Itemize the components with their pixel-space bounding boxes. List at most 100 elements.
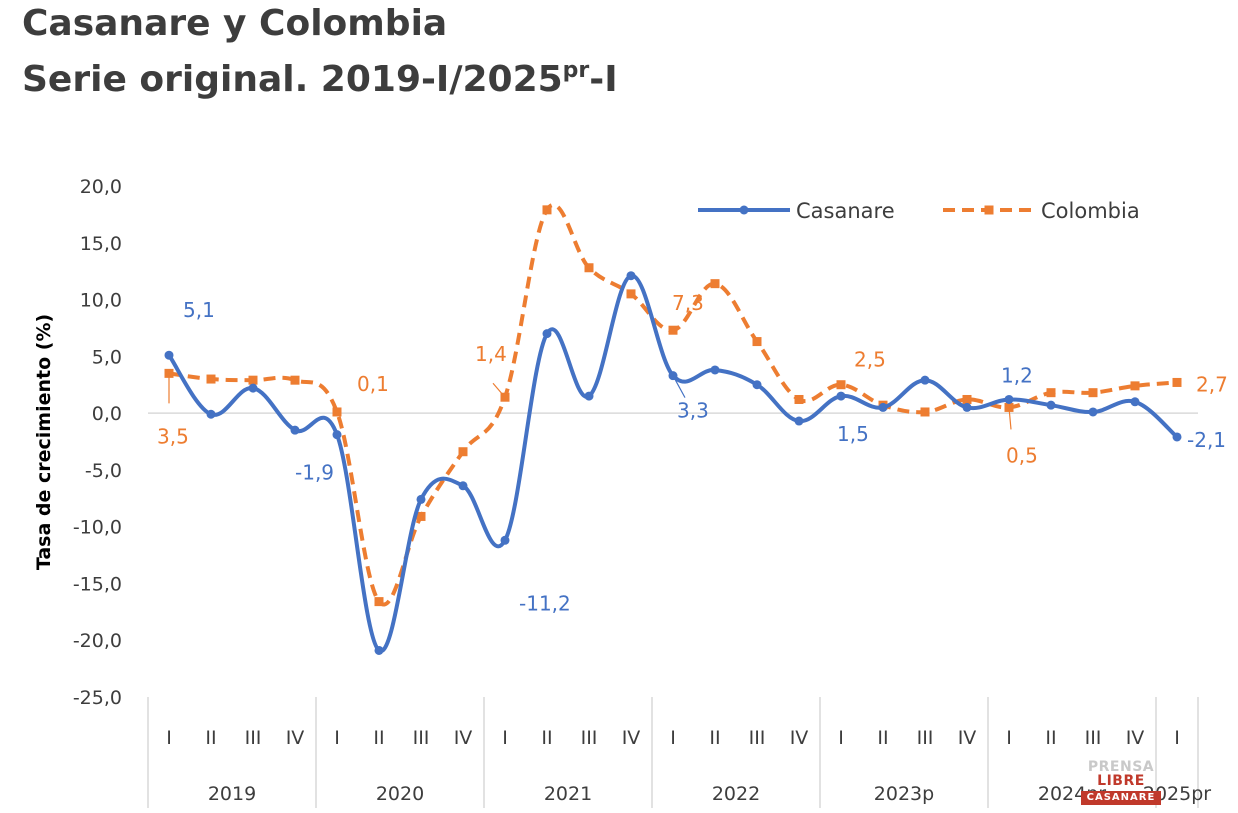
data-point-casanare [794,416,804,426]
data-point-colombia [206,374,216,384]
data-point-colombia [584,263,594,273]
data-point-casanare [542,329,552,339]
data-point-colombia [836,380,846,390]
series-line-colombia [168,203,1178,607]
quarter-label: II [205,727,216,749]
data-point-casanare [920,375,930,385]
y-tick-label: -15,0 [73,573,122,595]
quarter-label: III [749,727,766,749]
year-label: 2023p [874,783,934,805]
y-tick-label: -20,0 [73,630,122,652]
watermark-word-1: PRENSA [1087,759,1155,775]
quarter-label: I [1174,727,1180,749]
data-label-leader [1008,395,1012,400]
quarter-label: I [670,727,676,749]
data-point-colombia [1172,377,1182,387]
y-tick-label: -25,0 [73,687,122,709]
data-point-casanare [332,430,342,440]
legend-label-casanare: Casanare [796,199,895,223]
quarter-label: IV [958,727,977,749]
legend-label-colombia: Colombia [1041,199,1140,223]
data-label-casanare: -11,2 [519,591,571,615]
data-point-casanare [500,535,510,545]
quarter-label: III [413,727,430,749]
data-point-casanare [710,365,720,375]
subtitle-superscript: pr [562,58,590,83]
data-point-casanare [458,481,468,491]
watermark-word-3: CASANARE [1080,791,1162,805]
watermark-logo: PRENSA LIBRE CASANARE [1066,760,1176,805]
data-point-colombia [458,447,468,457]
data-point-colombia [962,394,972,404]
data-point-colombia [1046,388,1056,398]
data-point-colombia [332,407,342,417]
data-point-casanare [1130,397,1140,407]
data-point-colombia [248,375,258,385]
y-tick-label: -5,0 [85,460,122,482]
data-point-colombia [920,407,930,417]
quarter-label: II [373,727,384,749]
data-label-casanare: 1,2 [1001,363,1033,387]
quarter-label: I [838,727,844,749]
data-label-colombia: 2,5 [854,348,886,372]
data-point-casanare [1046,400,1056,410]
quarter-label: IV [622,727,641,749]
y-tick-label: 5,0 [92,346,122,368]
quarter-label: II [709,727,720,749]
quarter-label: II [877,727,888,749]
data-point-colombia [542,205,552,215]
year-label: 2019 [208,783,256,805]
data-point-colombia [1088,388,1098,398]
data-point-colombia [626,289,636,299]
y-axis-title: Tasa de crecimiento (%) [33,314,55,570]
data-point-casanare [248,383,258,393]
y-tick-label: 10,0 [80,290,122,312]
year-label: 2022 [712,783,760,805]
data-point-casanare [962,402,972,412]
y-tick-label: 15,0 [80,233,122,255]
chart-title: Casanare y Colombia [22,3,448,44]
data-label-casanare: -1,9 [295,461,334,485]
quarter-label: IV [454,727,473,749]
subtitle-main: Serie original. 2019-I/2025 [22,59,563,100]
quarter-label: I [1006,727,1012,749]
quarter-label: III [581,727,598,749]
year-label: 2021 [544,783,592,805]
quarter-label: III [245,727,262,749]
data-point-casanare [626,271,636,281]
y-tick-label: 0,0 [92,403,122,425]
quarter-label: II [541,727,552,749]
data-label-colombia: 0,1 [357,372,389,396]
data-label-casanare: 3,3 [677,399,709,423]
data-label-leader [492,382,506,398]
data-point-casanare [752,380,762,390]
data-point-casanare [416,494,426,504]
data-label-colombia: 3,5 [157,424,189,448]
quarter-label: II [1045,727,1056,749]
data-point-casanare [878,402,888,412]
data-label-leader [672,375,686,398]
y-tick-label: 20,0 [80,176,122,198]
quarter-label: I [166,727,172,749]
data-label-colombia: 7,3 [672,291,704,315]
data-label-leader [1008,407,1012,430]
data-point-casanare [1172,432,1182,442]
year-label: 2020 [376,783,424,805]
data-point-casanare [290,425,300,435]
subtitle-end: -I [589,59,618,100]
data-label-casanare: 5,1 [183,298,215,322]
data-point-colombia [1130,381,1140,391]
data-point-colombia [752,337,762,347]
data-point-casanare [164,350,174,360]
chart-subtitle: Serie original. 2019-I/2025pr-I [22,60,618,100]
quarter-label: IV [286,727,305,749]
y-tick-label: -10,0 [73,517,122,539]
data-point-colombia [290,375,300,385]
data-point-casanare [1088,407,1098,417]
data-label-colombia: 1,4 [475,342,507,366]
legend-marker-colombia [984,205,994,215]
series-line-casanare [167,273,1179,653]
data-label-colombia: 2,7 [1196,372,1228,396]
data-point-colombia [710,279,720,289]
